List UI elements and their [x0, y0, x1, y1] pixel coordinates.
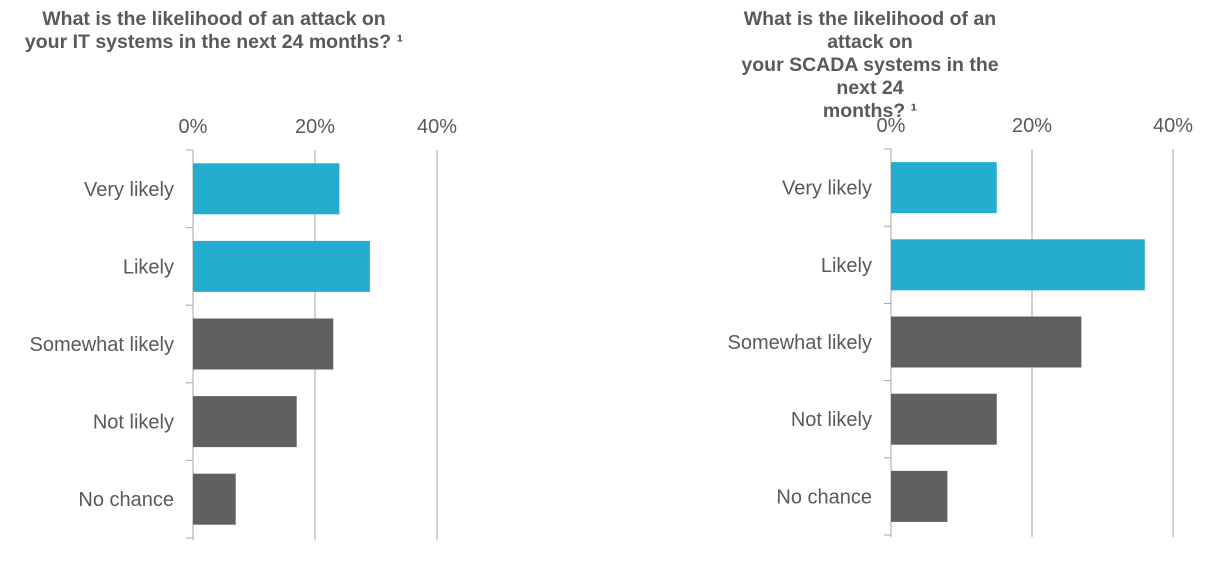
bar — [891, 393, 997, 445]
chart-scada-systems: What is the likelihood of an attack on y… — [610, 0, 1219, 570]
chart-title-line-2: your SCADA systems in the next 24 — [741, 54, 999, 99]
bar-plot: 0% 20% 40% Very likely Likely Somewhat likely… — [727, 115, 1193, 537]
category-label: Very likely — [782, 178, 872, 200]
bar — [891, 470, 948, 522]
category-label: Somewhat likely — [727, 332, 872, 354]
chart-title: What is the likelihood of an attack on y… — [0, 8, 428, 54]
chart-title-line-1: What is the likelihood of an attack on — [743, 8, 997, 53]
category-label: No chance — [776, 486, 872, 508]
category-label: Not likely — [791, 409, 872, 431]
bar — [891, 316, 1082, 368]
category-label: Not likely — [93, 412, 174, 434]
bar — [193, 163, 340, 215]
x-tick-label: 40% — [417, 116, 457, 138]
category-label: Somewhat likely — [29, 334, 174, 356]
category-label: Likely — [123, 256, 174, 278]
bar — [891, 162, 997, 214]
chart-title-line-3: months? ¹ — [822, 100, 918, 122]
category-label: Very likely — [84, 179, 174, 201]
bar — [891, 239, 1145, 291]
bar — [193, 473, 236, 525]
x-tick-label: 0% — [877, 115, 906, 137]
category-label: Likely — [821, 255, 872, 277]
chart-title-line-1: What is the likelihood of an attack on — [42, 8, 386, 30]
bar — [193, 240, 370, 292]
x-tick-label: 0% — [179, 116, 208, 138]
x-tick-label: 20% — [1012, 115, 1052, 137]
category-label: No chance — [78, 489, 174, 511]
chart-title: What is the likelihood of an attack on y… — [720, 8, 1020, 123]
bar — [193, 318, 334, 370]
chart-title-line-2: your IT systems in the next 24 months? ¹ — [24, 31, 404, 53]
chart-it-systems: What is the likelihood of an attack on y… — [0, 0, 600, 570]
bar-plot: 0% 20% 40% Very likely Likely Somewhat likely… — [29, 116, 457, 540]
x-tick-label: 20% — [295, 116, 335, 138]
bar — [193, 396, 297, 448]
x-tick-label: 40% — [1153, 115, 1193, 137]
